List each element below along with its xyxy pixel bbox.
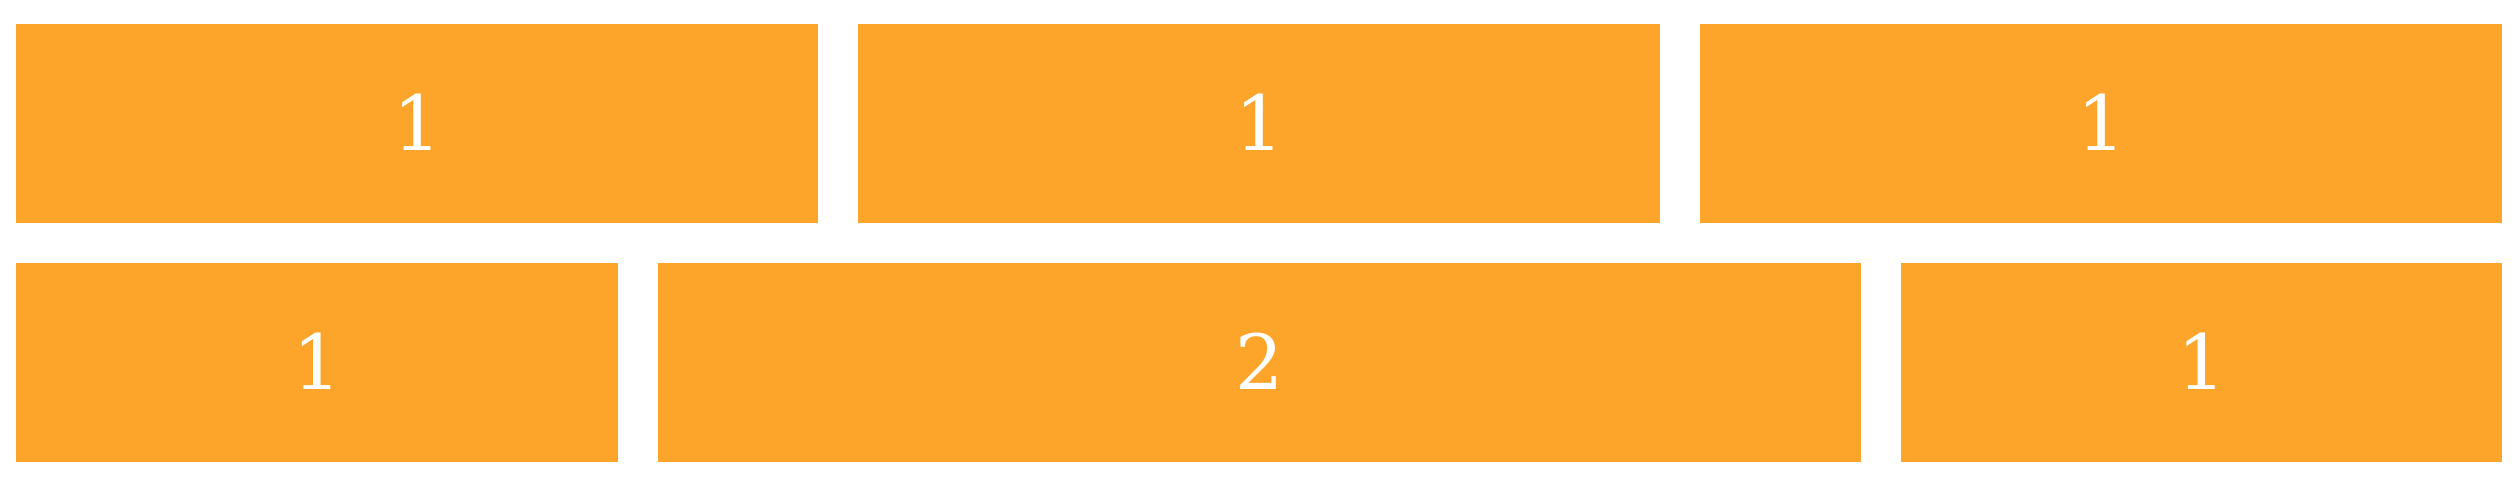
grid-cell: 1 <box>1900 263 2502 462</box>
grid-row-1: 1 1 1 <box>16 24 2502 223</box>
grid-cell: 2 <box>657 263 1861 462</box>
grid-cell: 1 <box>16 24 818 223</box>
grid-row-2: 1 2 1 <box>16 263 2502 462</box>
grid-cell: 1 <box>16 263 618 462</box>
grid-cell: 1 <box>858 24 1660 223</box>
grid-cell: 1 <box>1700 24 2502 223</box>
